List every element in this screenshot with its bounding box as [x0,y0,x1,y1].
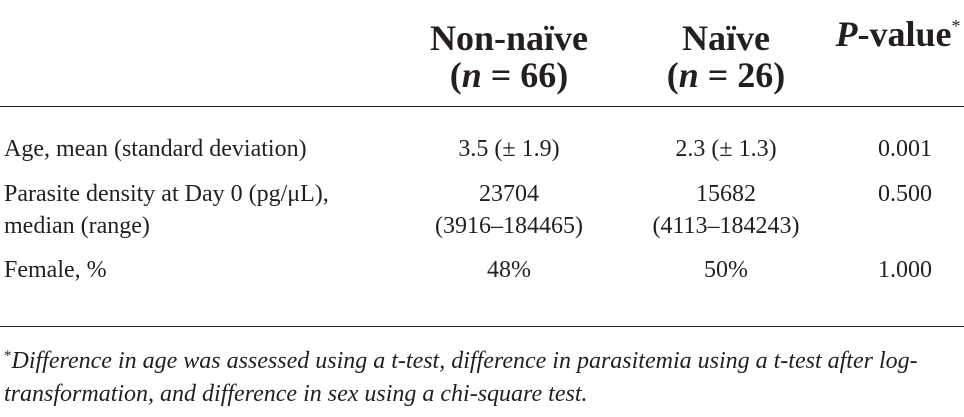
header-blank [0,0,398,106]
cell-pvalue-age: 0.001 [878,135,932,162]
header-pvalue: P-value* [835,14,961,54]
footnote-marker: * [4,348,12,364]
header-row: Non-naïve (n = 66) Naïve (n = 26) P-valu… [0,0,964,106]
row-label-parasite-density: Parasite density at Day 0 (pg/μL), media… [4,180,329,239]
table-bottom-rule [0,326,964,327]
cell-naive-density: 15682 (4113–184243) [652,180,800,239]
table-footnote: *Difference in age was assessed using a … [4,340,962,411]
header-naive-n: (n = 26) [666,54,786,95]
row-label-female: Female, % [4,256,107,283]
header-rule [0,105,964,107]
cell-non-naive-female: 48% [487,256,531,283]
header-naive: Naïve (n = 26) [620,0,832,106]
table-row: Age, mean (standard deviation) 3.5 (± 1.… [0,107,964,165]
header-non-naive-n: (n = 66) [449,54,569,95]
data-table: Non-naïve (n = 66) Naïve (n = 26) P-valu… [0,0,964,308]
cell-pvalue-density: 0.500 [878,180,932,207]
cell-non-naive-density: 23704 (3916–184465) [435,180,583,239]
table-row: Parasite density at Day 0 (pg/μL), media… [0,165,964,242]
table-row: Female, % 48% 50% 1.000 [0,242,964,308]
footnote-text: Difference in age was assessed using a t… [4,348,918,407]
row-label-age: Age, mean (standard deviation) [4,135,307,162]
header-non-naive: Non-naïve (n = 66) [398,0,620,106]
header-non-naive-title: Non-naïve [429,17,588,58]
cell-non-naive-age: 3.5 (± 1.9) [458,135,560,162]
cell-pvalue-female: 1.000 [878,256,932,283]
cell-naive-female: 50% [704,256,748,283]
header-naive-title: Naïve [682,17,770,58]
cell-naive-age: 2.3 (± 1.3) [675,135,777,162]
